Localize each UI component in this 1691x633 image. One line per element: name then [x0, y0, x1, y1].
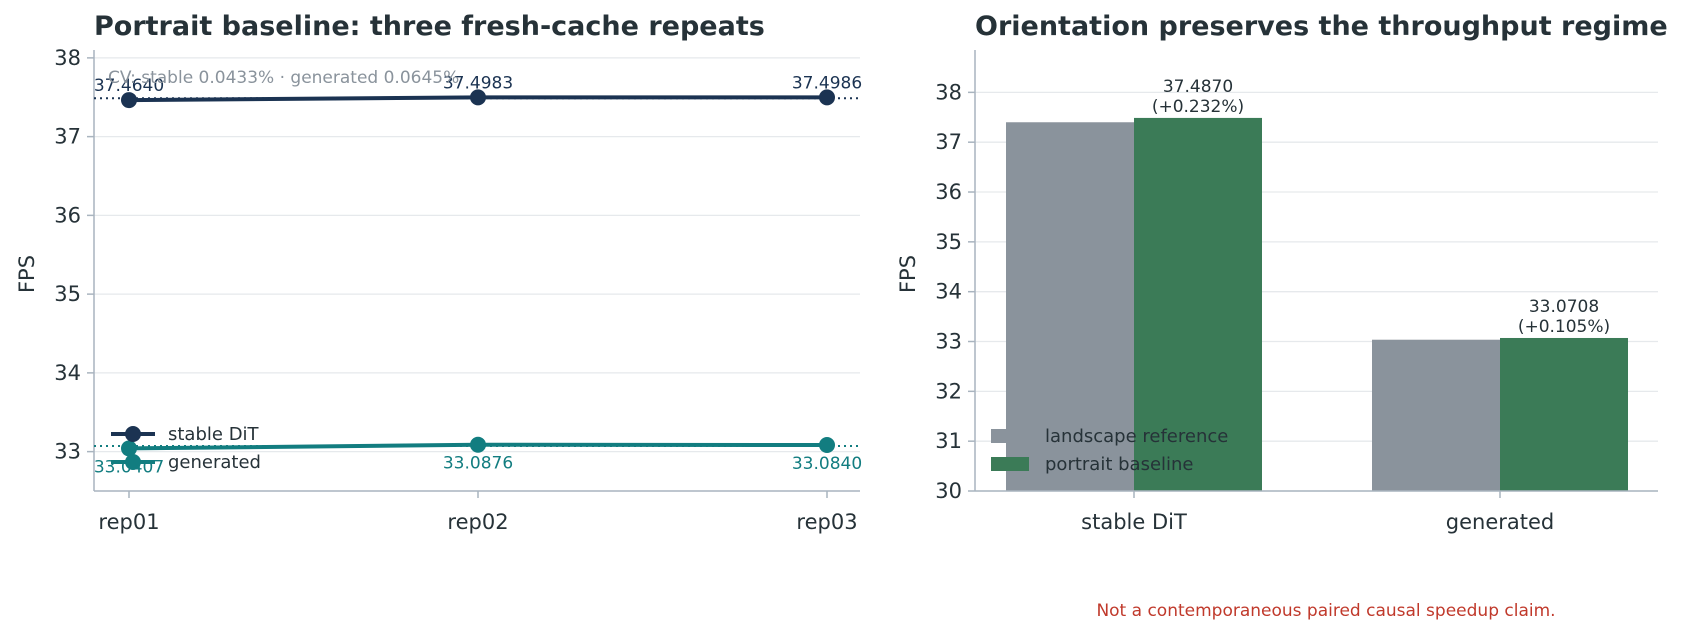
right-x-tick-label: stable DiT: [1081, 510, 1187, 534]
left-y-tick-label: 33: [54, 440, 81, 464]
left-legend-marker: [125, 454, 141, 470]
left-data-point: [470, 436, 486, 453]
right-legend-label: portrait baseline: [1045, 454, 1194, 475]
right-legend-swatch: [991, 429, 1029, 443]
right-bar-value-label: 37.4870: [1163, 77, 1233, 97]
left-data-label: 37.4983: [443, 73, 513, 93]
left-data-point: [819, 89, 835, 106]
right-y-tick-label: 35: [935, 230, 962, 254]
left-data-point: [470, 89, 486, 106]
left-x-tick-label: rep02: [447, 510, 508, 534]
left-y-tick-label: 38: [54, 46, 81, 70]
left-data-point: [819, 437, 835, 454]
left-x-tick-label: rep01: [98, 510, 159, 534]
left-data-point: [121, 92, 137, 109]
left-mean-lines: [94, 97, 860, 448]
right-chart-title: Orientation preserves the throughput reg…: [975, 11, 1668, 42]
left-legend: stable DiT generated: [111, 424, 261, 473]
right-x-ticks: stable DiT generated: [1081, 491, 1554, 534]
right-legend: landscape reference portrait baseline: [991, 426, 1228, 475]
right-bar-labels: 37.4870(+0.232%) 33.0708(+0.105%): [1152, 77, 1610, 337]
right-y-tick-label: 37: [935, 130, 962, 154]
left-legend-marker: [125, 426, 141, 442]
right-legend-label: landscape reference: [1045, 426, 1228, 447]
left-data-label: 33.0840: [792, 454, 862, 474]
left-y-tick-label: 37: [54, 125, 81, 149]
left-data-point: [121, 440, 137, 457]
left-data-labels: 37.464037.498337.498633.040733.087633.08…: [94, 73, 862, 477]
left-x-ticks: rep01 rep02 rep03: [98, 491, 858, 534]
left-y-axis-label: FPS: [15, 255, 39, 293]
left-y-tick-label: 36: [54, 203, 81, 227]
left-data-label: 37.4640: [94, 76, 164, 96]
right-bar-value-label: 33.0708: [1529, 297, 1599, 317]
right-bar: [1500, 337, 1628, 491]
footnote: Not a contemporaneous paired causal spee…: [1096, 601, 1555, 621]
right-bar: [1134, 117, 1262, 492]
left-x-tick-label: rep03: [796, 510, 857, 534]
left-data-label: 37.4986: [792, 73, 862, 93]
right-bar-delta-label: (+0.105%): [1518, 317, 1610, 337]
right-y-tick-label: 33: [935, 330, 962, 354]
left-chart: Portrait baseline: three fresh-cache rep…: [15, 11, 862, 534]
left-chart-title: Portrait baseline: three fresh-cache rep…: [94, 11, 765, 42]
left-y-tick-label: 34: [54, 361, 81, 385]
right-y-ticks: 30 31 32 33 34 35 36 37 38: [935, 80, 975, 503]
right-bar: [1372, 339, 1500, 491]
left-legend-label: generated: [168, 452, 261, 473]
left-data-label: 33.0876: [443, 454, 513, 474]
right-legend-swatch: [991, 457, 1029, 471]
right-bar-delta-label: (+0.232%): [1152, 97, 1244, 117]
right-y-tick-label: 32: [935, 379, 962, 403]
cv-annotation: CV: stable 0.0433% · generated 0.0645%: [108, 68, 459, 88]
right-y-axis-label: FPS: [896, 255, 920, 293]
left-legend-label: stable DiT: [168, 424, 260, 445]
right-y-tick-label: 38: [935, 80, 962, 104]
right-y-tick-label: 31: [935, 429, 962, 453]
left-series: [121, 89, 835, 457]
right-x-tick-label: generated: [1446, 510, 1554, 534]
right-y-tick-label: 36: [935, 180, 962, 204]
left-gridlines: [94, 57, 860, 453]
left-y-tick-label: 35: [54, 282, 81, 306]
left-y-ticks: 33 34 35 36 37 38: [54, 46, 94, 464]
right-y-tick-label: 34: [935, 280, 962, 304]
right-chart: Orientation preserves the throughput reg…: [896, 11, 1668, 534]
right-y-tick-label: 30: [935, 479, 962, 503]
